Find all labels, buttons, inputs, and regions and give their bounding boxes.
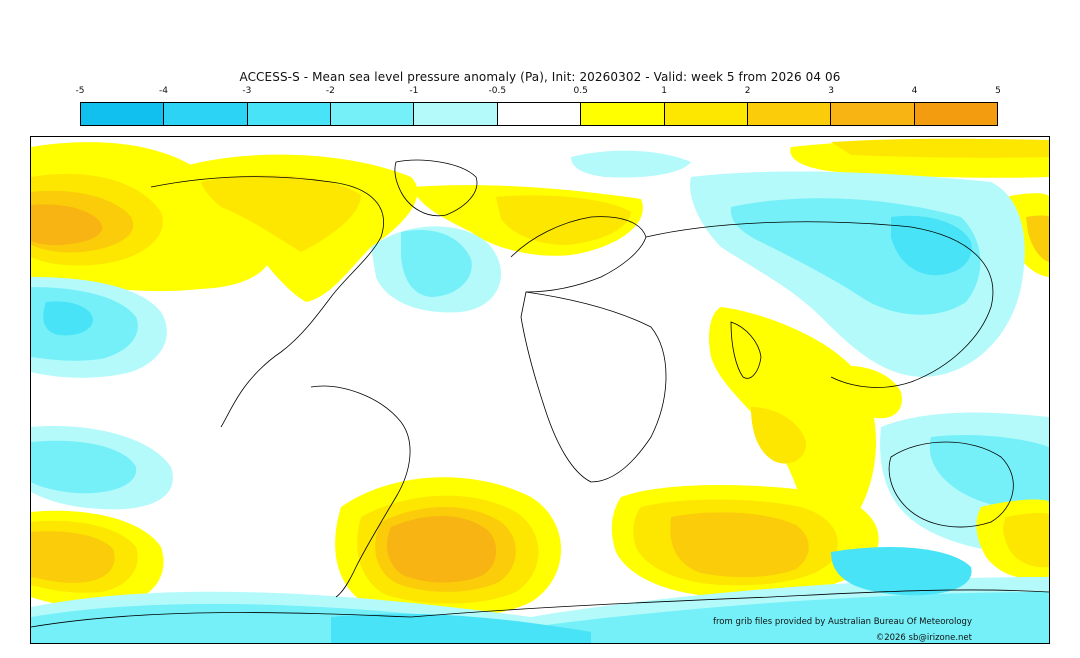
map-panel[interactable] [30, 136, 1050, 644]
colorbar-bin-9 [831, 103, 915, 125]
colorbar-tick-label: 5 [995, 86, 1001, 96]
colorbar-tick-labels: -5 -4 -3 -2 -1 -0.5 0.5 1 2 3 4 5 [0, 86, 1080, 98]
anomaly-southeast-asia-positive [831, 365, 902, 419]
colorbar-bin-1 [164, 103, 248, 125]
credit-copyright: ©2026 sb@irizone.net [875, 633, 972, 643]
colorbar-tick-label: 2 [744, 86, 751, 96]
colorbar-bin-3 [331, 103, 415, 125]
colorbar-bin-8 [747, 103, 832, 125]
anomaly-arctic-negative [571, 150, 691, 178]
coast-africa [520, 291, 667, 483]
coast-south-america [310, 385, 411, 598]
colorbar-bin-5 [497, 103, 582, 125]
colorbar-tick-label: -5 [75, 86, 85, 96]
colorbar-tick-label: -0.5 [488, 86, 507, 96]
coast-asia [645, 221, 994, 388]
colorbar-tick-label: -4 [158, 86, 168, 96]
coastlines [31, 159, 1049, 628]
coast-india [730, 321, 762, 379]
colorbar-bin-6 [581, 103, 665, 125]
map-title: ACCESS-S - Mean sea level pressure anoma… [239, 70, 841, 84]
coast-antarctica [31, 589, 1049, 628]
colorbar-tick-label: 0.5 [573, 86, 588, 96]
world-map [31, 138, 1049, 643]
coast-north-america [150, 176, 384, 428]
colorbar-tick-label: 4 [911, 86, 918, 96]
colorbar-tick-label: -3 [242, 86, 252, 96]
anomaly-field [31, 138, 1049, 643]
credit-source: from grib files provided by Australian B… [712, 617, 972, 627]
colorbar-bin-0 [81, 103, 165, 125]
colorbar-tick-label: -1 [409, 86, 419, 96]
colorbar-bin-2 [247, 103, 332, 125]
colorbar-tick-label: -2 [325, 86, 335, 96]
coast-europe [510, 216, 647, 293]
colorbar-bin-10 [914, 103, 997, 125]
colorbar-bin-7 [664, 103, 748, 125]
colorbar-legend [80, 102, 998, 126]
coast-australia [888, 441, 1014, 528]
colorbar-tick-label: 3 [828, 86, 834, 96]
coast-greenland [394, 159, 478, 217]
colorbar-bin-4 [414, 103, 498, 125]
colorbar-tick-label: 1 [661, 86, 668, 96]
